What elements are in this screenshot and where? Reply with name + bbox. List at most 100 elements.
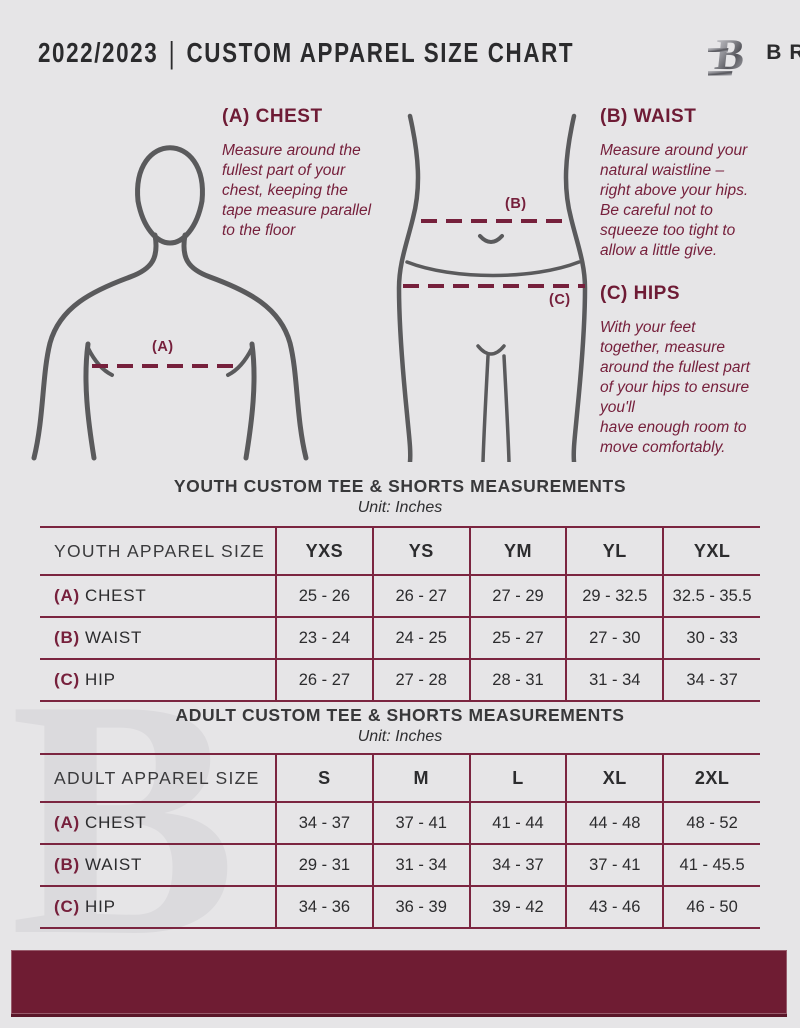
- chest-note: (A) CHEST Measure around the fullest par…: [222, 106, 407, 241]
- row-label: (C) HIP: [40, 659, 276, 701]
- lower-body-figure: [396, 113, 588, 462]
- waist-note-heading: (B) WAIST: [600, 106, 697, 127]
- cell-value: 31 - 34: [371, 844, 470, 886]
- cell-value: 37 - 41: [371, 802, 470, 844]
- table-row-chest: (A) CHEST 34 - 37 37 - 41 41 - 44 44 - 48…: [40, 802, 760, 844]
- row-name: HIP: [85, 897, 116, 916]
- cell-value: 25 - 27: [468, 617, 567, 659]
- size-col-header: YL: [565, 527, 664, 575]
- chest-note-body: Measure around the fullest part of your …: [222, 142, 372, 239]
- cell-value: 34 - 37: [275, 802, 373, 844]
- cell-value: 41 - 44: [468, 802, 567, 844]
- youth-size-label: YOUTH APPAREL SIZE: [54, 540, 266, 561]
- upper-body-figure: [31, 145, 309, 461]
- cell-value: 41 - 45.5: [662, 844, 760, 886]
- cell-value: 26 - 27: [275, 659, 373, 701]
- cell-value: 31 - 34: [565, 659, 664, 701]
- chest-marker-label: (A): [152, 339, 174, 355]
- row-prefix: (A): [54, 586, 80, 605]
- row-label: (B) WAIST: [40, 844, 276, 886]
- chest-note-heading: (A) CHEST: [222, 106, 323, 127]
- figure-navel: [478, 234, 504, 244]
- size-col-header: 2XL: [662, 754, 760, 802]
- cell-value: 34 - 37: [662, 659, 760, 701]
- adult-header-row: ADULT APPAREL SIZE S M L XL 2XL: [40, 754, 760, 802]
- cell-value: 48 - 52: [662, 802, 760, 844]
- cell-value: 29 - 32.5: [565, 575, 664, 617]
- row-name: HIP: [85, 670, 116, 689]
- cell-value: 36 - 39: [371, 886, 470, 928]
- row-label: (C) HIP: [40, 886, 276, 928]
- brand-logo: B BREAKAWAY: [708, 28, 800, 78]
- table-row-waist: (B) WAIST 23 - 24 24 - 25 25 - 27 27 - 30…: [40, 617, 760, 659]
- page-title: 2022/2023 | CUSTOM APPAREL SIZE CHART: [38, 35, 575, 70]
- youth-size-table: YOUTH APPAREL SIZE YXS YS YM YL YXL (A) C…: [40, 526, 760, 702]
- cell-value: 43 - 46: [565, 886, 664, 928]
- table-row-hip: (C) HIP 34 - 36 36 - 39 39 - 42 43 - 46 4…: [40, 886, 760, 928]
- cell-value: 27 - 28: [371, 659, 470, 701]
- svg-text:B: B: [713, 30, 747, 78]
- adult-section-unit: Unit: Inches: [357, 728, 443, 745]
- youth-header-row: YOUTH APPAREL SIZE YXS YS YM YL YXL: [40, 527, 760, 575]
- hips-marker-label: (C): [549, 292, 571, 308]
- cell-value: 44 - 48: [565, 802, 664, 844]
- watermark-letter: B: [10, 629, 237, 1006]
- size-col-header: YXS: [275, 527, 373, 575]
- row-name: WAIST: [85, 628, 143, 647]
- size-col-header: YXL: [662, 527, 760, 575]
- cell-value: 28 - 31: [468, 659, 567, 701]
- size-col-header: YM: [468, 527, 567, 575]
- row-name: WAIST: [85, 855, 143, 874]
- waist-note-body: Measure around your natural waistline – …: [600, 142, 749, 259]
- row-name: CHEST: [85, 813, 147, 832]
- figure-head: [135, 145, 205, 246]
- breakaway-b-logo-icon: B: [708, 30, 747, 78]
- cell-value: 27 - 30: [565, 617, 664, 659]
- size-col-header: YS: [371, 527, 470, 575]
- cell-value: 29 - 31: [275, 844, 373, 886]
- row-prefix: (B): [54, 855, 80, 874]
- size-col-header: S: [275, 754, 373, 802]
- adult-section-title: ADULT CUSTOM TEE & SHORTS MEASUREMENTS: [175, 705, 625, 725]
- hips-note: (C) HIPS With your feet together, measur…: [600, 283, 796, 458]
- title-year: 2022/2023: [38, 37, 159, 68]
- cell-value: 46 - 50: [662, 886, 760, 928]
- youth-section-unit: Unit: Inches: [357, 499, 443, 516]
- cell-value: 26 - 27: [371, 575, 470, 617]
- row-prefix: (B): [54, 628, 80, 647]
- cell-value: 34 - 36: [275, 886, 373, 928]
- row-label: (B) WAIST: [40, 617, 276, 659]
- cell-value: 27 - 29: [468, 575, 567, 617]
- cell-value: 23 - 24: [275, 617, 373, 659]
- row-name: CHEST: [85, 586, 147, 605]
- brand-name: BREAKAWAY: [766, 41, 800, 64]
- row-prefix: (C): [54, 670, 80, 689]
- hips-note-body: With your feet together, measure around …: [600, 319, 750, 456]
- cell-value: 24 - 25: [371, 617, 470, 659]
- cell-value: 25 - 26: [275, 575, 373, 617]
- cell-value: 34 - 37: [468, 844, 567, 886]
- cell-value: 37 - 41: [565, 844, 664, 886]
- size-col-header: M: [371, 754, 470, 802]
- adult-size-label: ADULT APPAREL SIZE: [54, 767, 260, 788]
- row-label: (A) CHEST: [40, 575, 276, 617]
- page-header: 2022/2023 | CUSTOM APPAREL SIZE CHART B: [38, 30, 800, 78]
- table-row-hip: (C) HIP 26 - 27 27 - 28 28 - 31 31 - 34 3…: [40, 659, 760, 701]
- waist-note: (B) WAIST Measure around your natural wa…: [600, 106, 792, 261]
- hips-note-heading: (C) HIPS: [600, 283, 680, 304]
- cell-value: 32.5 - 35.5: [662, 575, 760, 617]
- table-row-waist: (B) WAIST 29 - 31 31 - 34 34 - 37 37 - 41…: [40, 844, 760, 886]
- row-prefix: (C): [54, 897, 80, 916]
- cell-value: 30 - 33: [662, 617, 760, 659]
- row-prefix: (A): [54, 813, 80, 832]
- youth-section-title: YOUTH CUSTOM TEE & SHORTS MEASUREMENTS: [173, 476, 627, 496]
- footer-bar: [11, 950, 787, 1017]
- title-separator: |: [168, 35, 177, 70]
- size-col-header: L: [468, 754, 567, 802]
- cell-value: 39 - 42: [468, 886, 567, 928]
- table-row-chest: (A) CHEST 25 - 26 26 - 27 27 - 29 29 - 32…: [40, 575, 760, 617]
- title-text: CUSTOM APPAREL SIZE CHART: [186, 37, 575, 68]
- row-label: (A) CHEST: [40, 802, 276, 844]
- waist-marker-label: (B): [505, 196, 527, 212]
